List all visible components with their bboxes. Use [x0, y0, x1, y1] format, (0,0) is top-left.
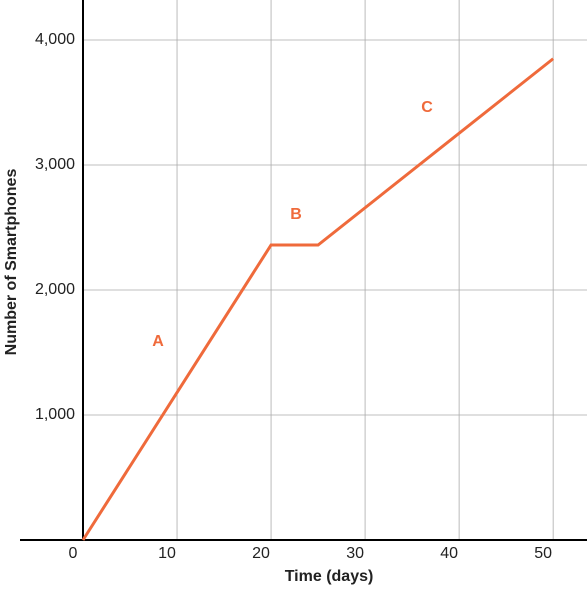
- data-line: [81, 57, 555, 541]
- y-tick-label: 3,000: [35, 156, 75, 173]
- x-axis-label: Time (days): [285, 568, 374, 585]
- annotation: A: [152, 333, 164, 350]
- x-tick-label: 30: [346, 545, 364, 562]
- x-tick-label: 20: [252, 545, 270, 562]
- annotation: C: [421, 99, 433, 116]
- x-tick-label: 10: [158, 545, 176, 562]
- annotation: B: [290, 206, 302, 223]
- x-tick-label: 0: [69, 545, 78, 562]
- x-tick-label: 40: [440, 545, 458, 562]
- y-tick-label: 1,000: [35, 406, 75, 423]
- y-tick-label: 4,000: [35, 31, 75, 48]
- y-tick-label: 2,000: [35, 281, 75, 298]
- x-tick-label: 50: [534, 545, 552, 562]
- y-axis-label: Number of Smartphones: [3, 169, 20, 356]
